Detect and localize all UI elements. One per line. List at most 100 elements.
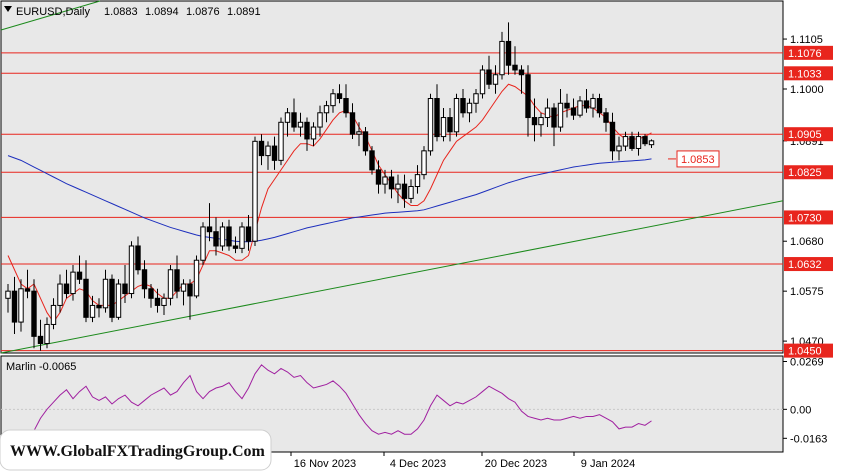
time-tick-label: 9 Jan 2024	[581, 458, 635, 470]
candle-body-bull	[427, 98, 434, 152]
candle	[434, 84, 440, 142]
candle-body-bull	[590, 98, 596, 109]
price-tick-label: 1.1000	[790, 84, 824, 96]
candle-body-bear	[148, 288, 154, 299]
candle	[193, 255, 200, 299]
watermark-box	[0, 429, 272, 471]
candle-body-bear	[31, 290, 37, 337]
candle-body-bear	[564, 102, 570, 109]
candle-body-bear	[11, 290, 18, 323]
candle	[564, 93, 570, 118]
candle-body-bear	[187, 283, 193, 297]
level-label: 1.0905	[788, 129, 822, 141]
candle	[395, 174, 401, 204]
oscillator-tick-label: -0.0163	[790, 433, 827, 445]
candle-body-bear	[525, 74, 531, 119]
candle	[63, 269, 70, 299]
watermark: WWW.GlobalFXTradingGroup.Com	[0, 429, 272, 471]
candle	[570, 98, 577, 120]
candle	[375, 160, 382, 194]
chart-header: EURUSD,Daily 1.0883 1.0894 1.0876 1.0891	[4, 6, 261, 18]
candle-body-bear	[369, 150, 375, 171]
candle	[388, 169, 395, 199]
candle-body-bear	[232, 245, 239, 249]
candle	[135, 236, 141, 275]
candle	[89, 295, 96, 323]
time-tick-label: 16 Nov 2023	[294, 458, 356, 470]
candle	[538, 112, 544, 137]
candle	[57, 274, 63, 313]
candle	[557, 89, 564, 132]
candle-body-bear	[512, 64, 518, 71]
candle	[154, 288, 161, 313]
candle	[583, 89, 590, 113]
candle-body-bear	[245, 226, 252, 242]
candle	[479, 65, 486, 99]
time-tick-label: 4 Dec 2023	[390, 458, 446, 470]
candle-body-bear	[154, 297, 161, 306]
candle	[629, 131, 635, 151]
level-label: 1.0632	[788, 259, 822, 271]
candle	[382, 169, 388, 194]
level-label-bg	[784, 257, 833, 272]
candle	[414, 165, 421, 194]
candle-body-bull	[161, 297, 167, 306]
candle	[648, 139, 655, 148]
candle	[356, 122, 362, 147]
sell-arrow-icon	[4, 6, 12, 12]
price-annotation: 1.0853	[668, 150, 720, 168]
candle	[466, 98, 473, 123]
candle	[44, 317, 50, 349]
trendlines	[0, 0, 784, 354]
candle	[512, 46, 518, 75]
candle	[284, 108, 291, 137]
candle	[609, 112, 616, 161]
candle	[278, 117, 284, 166]
candle	[401, 174, 408, 208]
candle	[505, 22, 512, 75]
candle-body-bear	[122, 283, 128, 295]
symbol-label: EURUSD,Daily	[16, 6, 90, 18]
candle	[96, 298, 102, 318]
candle	[544, 98, 551, 128]
open-value: 1.0883	[104, 6, 138, 18]
candle	[206, 203, 213, 242]
candle-body-bull	[479, 69, 486, 95]
candle-body-bull	[310, 126, 317, 140]
level-label: 1.0450	[788, 346, 822, 358]
candle-body-bear	[63, 283, 70, 295]
candle-body-bear	[291, 112, 297, 128]
candle-body-bull	[616, 145, 622, 152]
level-label: 1.1076	[788, 48, 822, 60]
candle	[50, 298, 57, 330]
watermark-text: WWW.GlobalFXTradingGroup.Com	[10, 443, 266, 460]
candle-body-bull	[323, 105, 330, 114]
support-resistance-levels: 1.1076 1.1033 1.0905 1.0825 1.0730 1.0632 1.04…	[1, 45, 833, 358]
annotation-box	[676, 150, 720, 168]
candle-body-bull	[635, 136, 642, 149]
level-label: 1.0825	[788, 167, 822, 179]
candle	[291, 98, 297, 132]
candle-body-bear	[460, 98, 466, 114]
candle	[245, 215, 252, 251]
candle-body-bear	[505, 40, 512, 66]
candle-body-bear	[596, 98, 603, 114]
oscillator-label: Marlin -0.0065	[6, 361, 76, 373]
candle-body-bull	[18, 288, 24, 323]
oscillator-axis-ticks: 0.0269 0.00 -0.0163	[1, 357, 827, 445]
candle	[128, 241, 135, 299]
candle-body-bear	[609, 121, 616, 152]
candle-body-bull	[44, 323, 50, 344]
level-label-bg	[784, 343, 833, 358]
candle	[174, 255, 180, 299]
oscillator-tick-label: 0.0269	[790, 357, 824, 369]
candle	[421, 146, 427, 180]
candle-body-bear	[213, 231, 219, 247]
candle	[102, 269, 109, 313]
time-axis: 16 Nov 2023 4 Dec 2023 20 Dec 2023 9 Jan 20…	[290, 452, 635, 470]
oscillator-tick-label: 0.00	[790, 404, 811, 416]
candle	[161, 293, 167, 315]
ma-slow-line	[7, 155, 652, 243]
candle	[167, 265, 174, 306]
